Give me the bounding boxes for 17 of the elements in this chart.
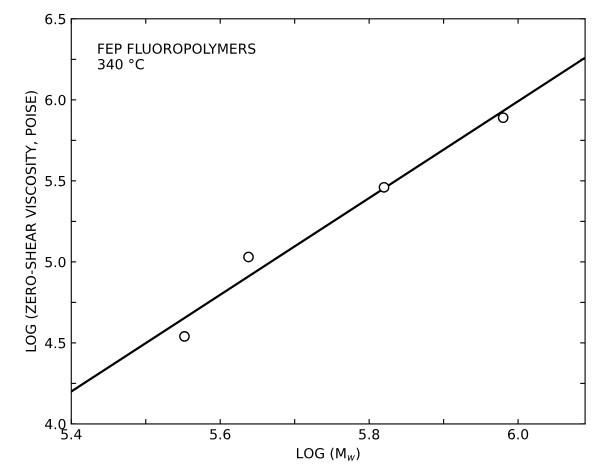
y-tick-label: 5.5 bbox=[45, 176, 66, 186]
y-tick-label: 6.0 bbox=[45, 94, 66, 106]
x-tick-label: 5.6 bbox=[210, 429, 230, 440]
x-tick-label: 6.0 bbox=[508, 429, 528, 440]
point bbox=[498, 112, 509, 124]
x-axis-title: LOG (M$_{w}$) bbox=[296, 448, 360, 461]
point bbox=[378, 182, 390, 193]
y-tick-label: 4.5 bbox=[45, 338, 66, 348]
point bbox=[243, 252, 254, 262]
x-tick-label: 5.4 bbox=[61, 429, 82, 440]
y-tick-label: 4.0 bbox=[45, 418, 66, 430]
annotation: FEP FLUOROPOLYMERS 340 °C bbox=[98, 43, 256, 70]
y-axis-title: LOG (ZERO-SHEAR VISCOSITY, POISE) bbox=[25, 91, 38, 352]
y-tick-label: 5.0 bbox=[45, 256, 66, 268]
point bbox=[179, 331, 190, 342]
x-tick-label: 5.8 bbox=[359, 429, 380, 440]
y-tick-label: 6.5 bbox=[45, 14, 66, 24]
